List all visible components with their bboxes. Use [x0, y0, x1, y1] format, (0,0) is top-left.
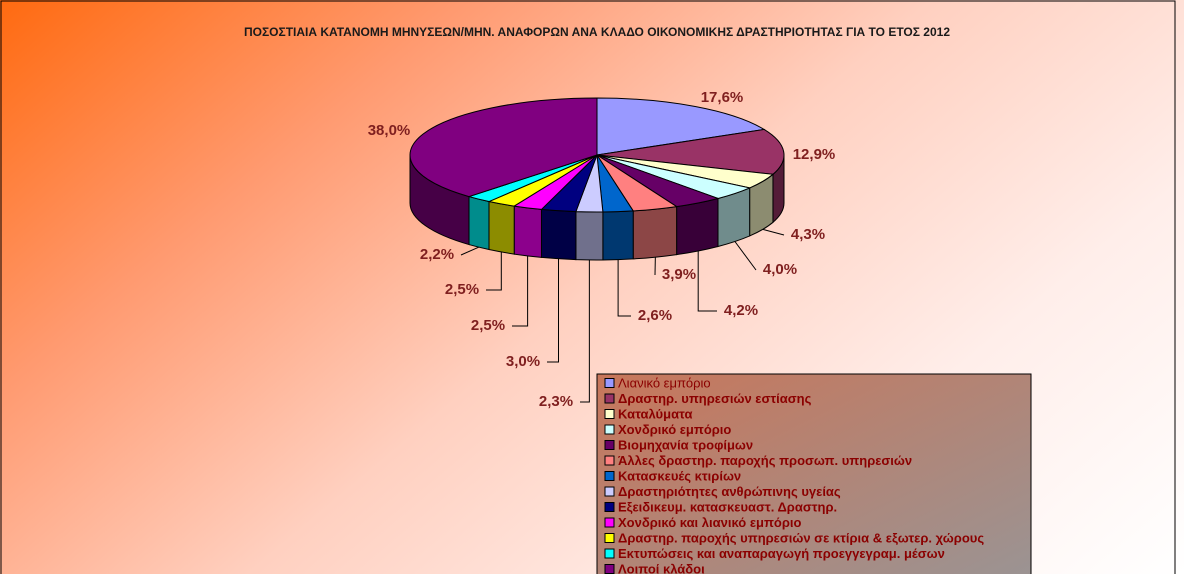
data-label: 3,9% — [662, 266, 696, 283]
legend-swatch — [604, 378, 615, 388]
slice — [596, 128, 785, 175]
legend-box — [596, 373, 1032, 574]
slice — [409, 97, 598, 198]
legend-swatch — [604, 455, 615, 466]
data-label: 2,2% — [420, 246, 454, 263]
legend-label: Χονδρικό εμπόριο — [618, 422, 731, 437]
data-label: 38,0% — [368, 122, 411, 139]
legend-swatch — [604, 409, 615, 419]
data-label: 3,0% — [506, 353, 540, 370]
legend-label: Εκτυπώσεις και αναπαραγωγή προεγγεγραμ. … — [618, 546, 945, 561]
leader-line — [617, 259, 631, 317]
legend-swatch — [604, 424, 615, 435]
slice-side — [540, 208, 577, 261]
data-label: 17,6% — [701, 89, 744, 106]
legend-swatch — [604, 393, 615, 404]
data-label: 4,2% — [724, 302, 758, 319]
legend-label: Δραστηρ. υπηρεσιών εστίασης — [618, 391, 812, 406]
slice-side — [632, 205, 678, 260]
legend-label: Κατασκευές κτιρίων — [618, 468, 741, 483]
data-label: 4,0% — [763, 261, 797, 278]
legend-label: Καταλύματα — [618, 406, 693, 421]
leader-line — [512, 255, 529, 327]
legend-swatch — [604, 564, 615, 574]
leader-line — [762, 228, 785, 236]
legend-swatch — [604, 440, 615, 450]
leader-line — [734, 241, 757, 271]
data-label: 12,9% — [793, 146, 836, 163]
slice — [596, 97, 766, 156]
leader-line — [547, 258, 560, 363]
leader-line — [697, 250, 717, 312]
legend-swatch — [604, 471, 615, 481]
slice-side — [468, 195, 490, 251]
legend-label: Λιανικό εμπόριο — [618, 375, 711, 390]
slice-side — [575, 211, 604, 261]
chart-title: ΠΟΣΟΣΤΙΑΙΑ ΚΑΤΑΝΟΜΗ ΜΗΝΥΣΕΩΝ/ΜΗΝ. ΑΝΑΦΟΡ… — [244, 25, 950, 39]
legend-label: Εξειδικευμ. κατασκευαστ. Δραστηρ. — [618, 499, 837, 514]
slice-side — [513, 205, 542, 258]
legend-swatch — [604, 533, 615, 543]
data-label: 2,6% — [638, 307, 672, 324]
legend-label: Δραστηρ. παροχής υπηρεσιών σε κτίρια & ε… — [618, 530, 984, 545]
legend-label: Λοιποί κλάδοι — [618, 561, 705, 574]
legend-label: Βιομηχανία τροφίμων — [618, 437, 753, 452]
slice-side — [488, 200, 515, 255]
data-label: 2,5% — [445, 281, 479, 298]
legend-label: Χονδρικό και λιανικό εμπόριο — [618, 515, 802, 530]
leader-line — [460, 246, 479, 256]
data-label: 4,3% — [791, 226, 825, 243]
data-label: 2,5% — [471, 317, 505, 334]
legend-label: Δραστηριότητες ανθρώπινης υγείας — [618, 484, 841, 499]
legend-label: Άλλες δραστηρ. παροχής προσωπ. υπηρεσιών — [618, 453, 912, 468]
legend-swatch — [604, 486, 615, 497]
legend-swatch — [604, 548, 615, 559]
leader-line — [580, 259, 590, 403]
slice-side — [602, 210, 634, 261]
leader-line — [486, 251, 502, 291]
legend-swatch — [604, 502, 615, 512]
slice-side — [676, 197, 719, 256]
data-label: 2,3% — [539, 393, 573, 410]
legend-swatch — [604, 517, 615, 528]
